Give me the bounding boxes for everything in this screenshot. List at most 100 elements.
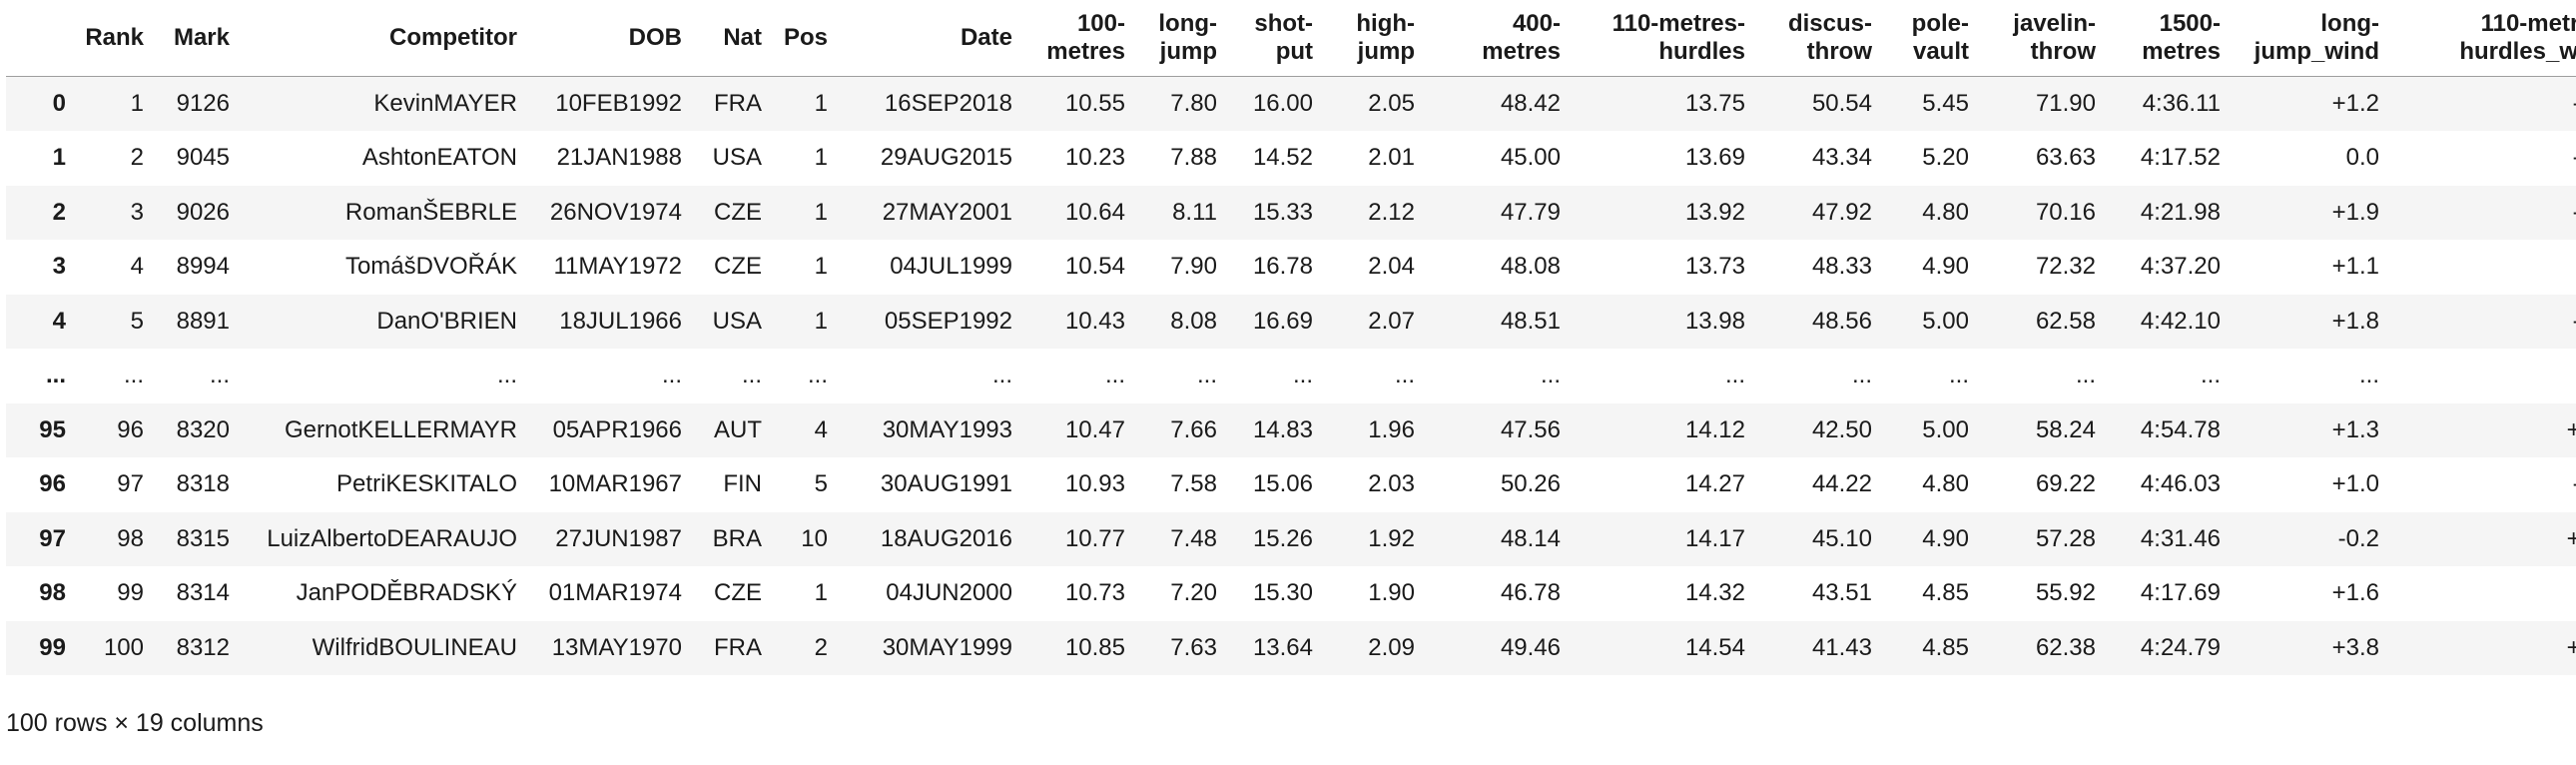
column-header-label: Nat (723, 24, 762, 51)
table-cell: +0.1 (2566, 524, 2576, 552)
table-cell: ... (2200, 362, 2221, 389)
row-index: 96 (39, 470, 66, 498)
table-cell: LuizAlbertoDEARAUJO (267, 524, 517, 552)
table-cell: 4:17.69 (2140, 579, 2221, 607)
table-cell: ... (2358, 362, 2379, 389)
table-cell: 4.85 (1922, 579, 1969, 607)
table-cell: +1.9 (2331, 198, 2379, 226)
table-cell: ... (991, 362, 1012, 389)
table-cell: 01MAR1974 (548, 579, 682, 607)
table-cell: USA (712, 144, 762, 172)
table-cell: 14.54 (1684, 633, 1745, 661)
table-cell: 7.63 (1170, 633, 1217, 661)
column-header-label: 110-metres- (2480, 10, 2576, 37)
table-cell: 05SEP1992 (884, 307, 1012, 335)
table-row: 1 2 9045 AshtonEATON 21JAN1988 USA 1 29AUG2015 1… (6, 131, 2576, 186)
table-cell: 4 (814, 415, 828, 443)
table-cell: 0.0 (2385, 566, 2576, 621)
dataframe-output: Rank Mark Competitor DOB Nat Pos Date 100- metre… (6, 0, 2576, 675)
table-cell: +3.8 (2331, 633, 2379, 661)
column-header: Competitor (236, 0, 523, 77)
table-cell: +1.6 (2331, 579, 2379, 607)
table-cell: 4 (130, 253, 144, 281)
table-cell: 13.75 (1684, 90, 1745, 117)
table-cell: 14.83 (1252, 415, 1313, 443)
column-header: long-jump (1131, 0, 1223, 77)
table-cell: 4.90 (1922, 524, 1969, 552)
table-cell: 4.85 (1922, 633, 1969, 661)
table-cell: 1 (814, 253, 828, 281)
table-cell: 7.20 (1170, 579, 1217, 607)
table-cell: -1.2 (2385, 457, 2576, 512)
row-index: ... (45, 362, 66, 389)
table-cell: 30MAY1999 (882, 633, 1012, 661)
column-header-label: throw (1806, 38, 1872, 65)
table-cell: 4:31.46 (2140, 524, 2221, 552)
table-cell: 10 (801, 524, 828, 552)
table-cell: 49.46 (1500, 633, 1561, 661)
column-header-label: long- (1158, 10, 1217, 37)
table-cell: 7.88 (1170, 144, 1217, 172)
column-header-label: shot- (1254, 10, 1313, 37)
table-body: 0 1 9126 KevinMAYER 10FEB1992 FRA 1 16SEP2018 10… (6, 76, 2576, 675)
column-header: shot-put (1223, 0, 1319, 77)
column-header-label: throw (2030, 38, 2096, 65)
table-cell: 10FEB1992 (555, 90, 682, 117)
table-cell: 63.63 (2035, 144, 2096, 172)
table-cell: 9026 (176, 198, 230, 226)
table-row: 3 4 8994 TomášDVOŘÁK 11MAY1972 CZE 1 04JUL1999 1… (6, 240, 2576, 295)
table-cell: 7.80 (1170, 90, 1217, 117)
table-cell: 48.08 (1500, 253, 1561, 281)
table-cell: 30MAY1993 (882, 415, 1012, 443)
table-cell: 2.09 (1368, 633, 1415, 661)
row-index: 1 (52, 144, 66, 172)
table-cell: -0.5 (2385, 295, 2576, 350)
column-header: DOB (523, 0, 688, 77)
table-cell: 3 (130, 198, 144, 226)
table-cell: ... (1196, 362, 1217, 389)
table-cell: +1.8 (2331, 307, 2379, 335)
table-cell: 2.04 (1368, 253, 1415, 281)
table-cell: 10.77 (1064, 524, 1125, 552)
table-cell: 16.00 (1252, 90, 1313, 117)
table-cell: 9045 (176, 144, 230, 172)
table-cell: ... (1292, 362, 1313, 389)
table-cell: 2 (130, 144, 144, 172)
table-cell: 16.78 (1252, 253, 1313, 281)
table-cell: 13MAY1970 (551, 633, 682, 661)
table-cell: 13.64 (1252, 633, 1313, 661)
table-cell: 10.55 (1064, 90, 1125, 117)
column-header-label: jump_wind (2254, 38, 2379, 65)
row-index: 95 (39, 415, 66, 443)
table-cell: 2.07 (1368, 307, 1415, 335)
table-cell: ... (2385, 349, 2576, 403)
row-index: 3 (52, 253, 66, 281)
table-cell: 15.33 (1252, 198, 1313, 226)
table-cell: 29AUG2015 (880, 144, 1012, 172)
table-cell: 0.0 (2345, 144, 2379, 172)
table-cell: ... (1104, 362, 1125, 389)
table-cell: DanO'BRIEN (376, 307, 517, 335)
table-cell: 4:37.20 (2140, 253, 2221, 281)
table-cell: 71.90 (2035, 90, 2096, 117)
table-cell: 1.92 (1368, 524, 1415, 552)
table-cell: 10.85 (1064, 633, 1125, 661)
table-cell: 2.05 (1368, 90, 1415, 117)
table-cell: 10.43 (1064, 307, 1125, 335)
table-cell: 46.78 (1500, 579, 1561, 607)
table-cell: 1 (814, 198, 828, 226)
table-cell: 2.12 (1368, 198, 1415, 226)
table-cell: 18JUL1966 (559, 307, 682, 335)
table-cell: 43.51 (1811, 579, 1872, 607)
table-cell: 48.42 (1500, 90, 1561, 117)
table-cell: 8891 (176, 307, 230, 335)
table-row: 99 100 8312 WilfridBOULINEAU 13MAY1970 FRA 2 30… (6, 620, 2576, 675)
table-cell: TomášDVOŘÁK (344, 253, 517, 281)
table-cell: 8318 (176, 470, 230, 498)
table-cell: ... (123, 362, 144, 389)
table-cell: ... (2075, 362, 2096, 389)
table-cell: 2.01 (1368, 144, 1415, 172)
index-header (6, 0, 72, 77)
table-row: 98 99 8314 JanPODĚBRADSKÝ 01MAR1974 CZE 1 04JUN… (6, 566, 2576, 621)
table-cell: 4:24.79 (2140, 633, 2221, 661)
